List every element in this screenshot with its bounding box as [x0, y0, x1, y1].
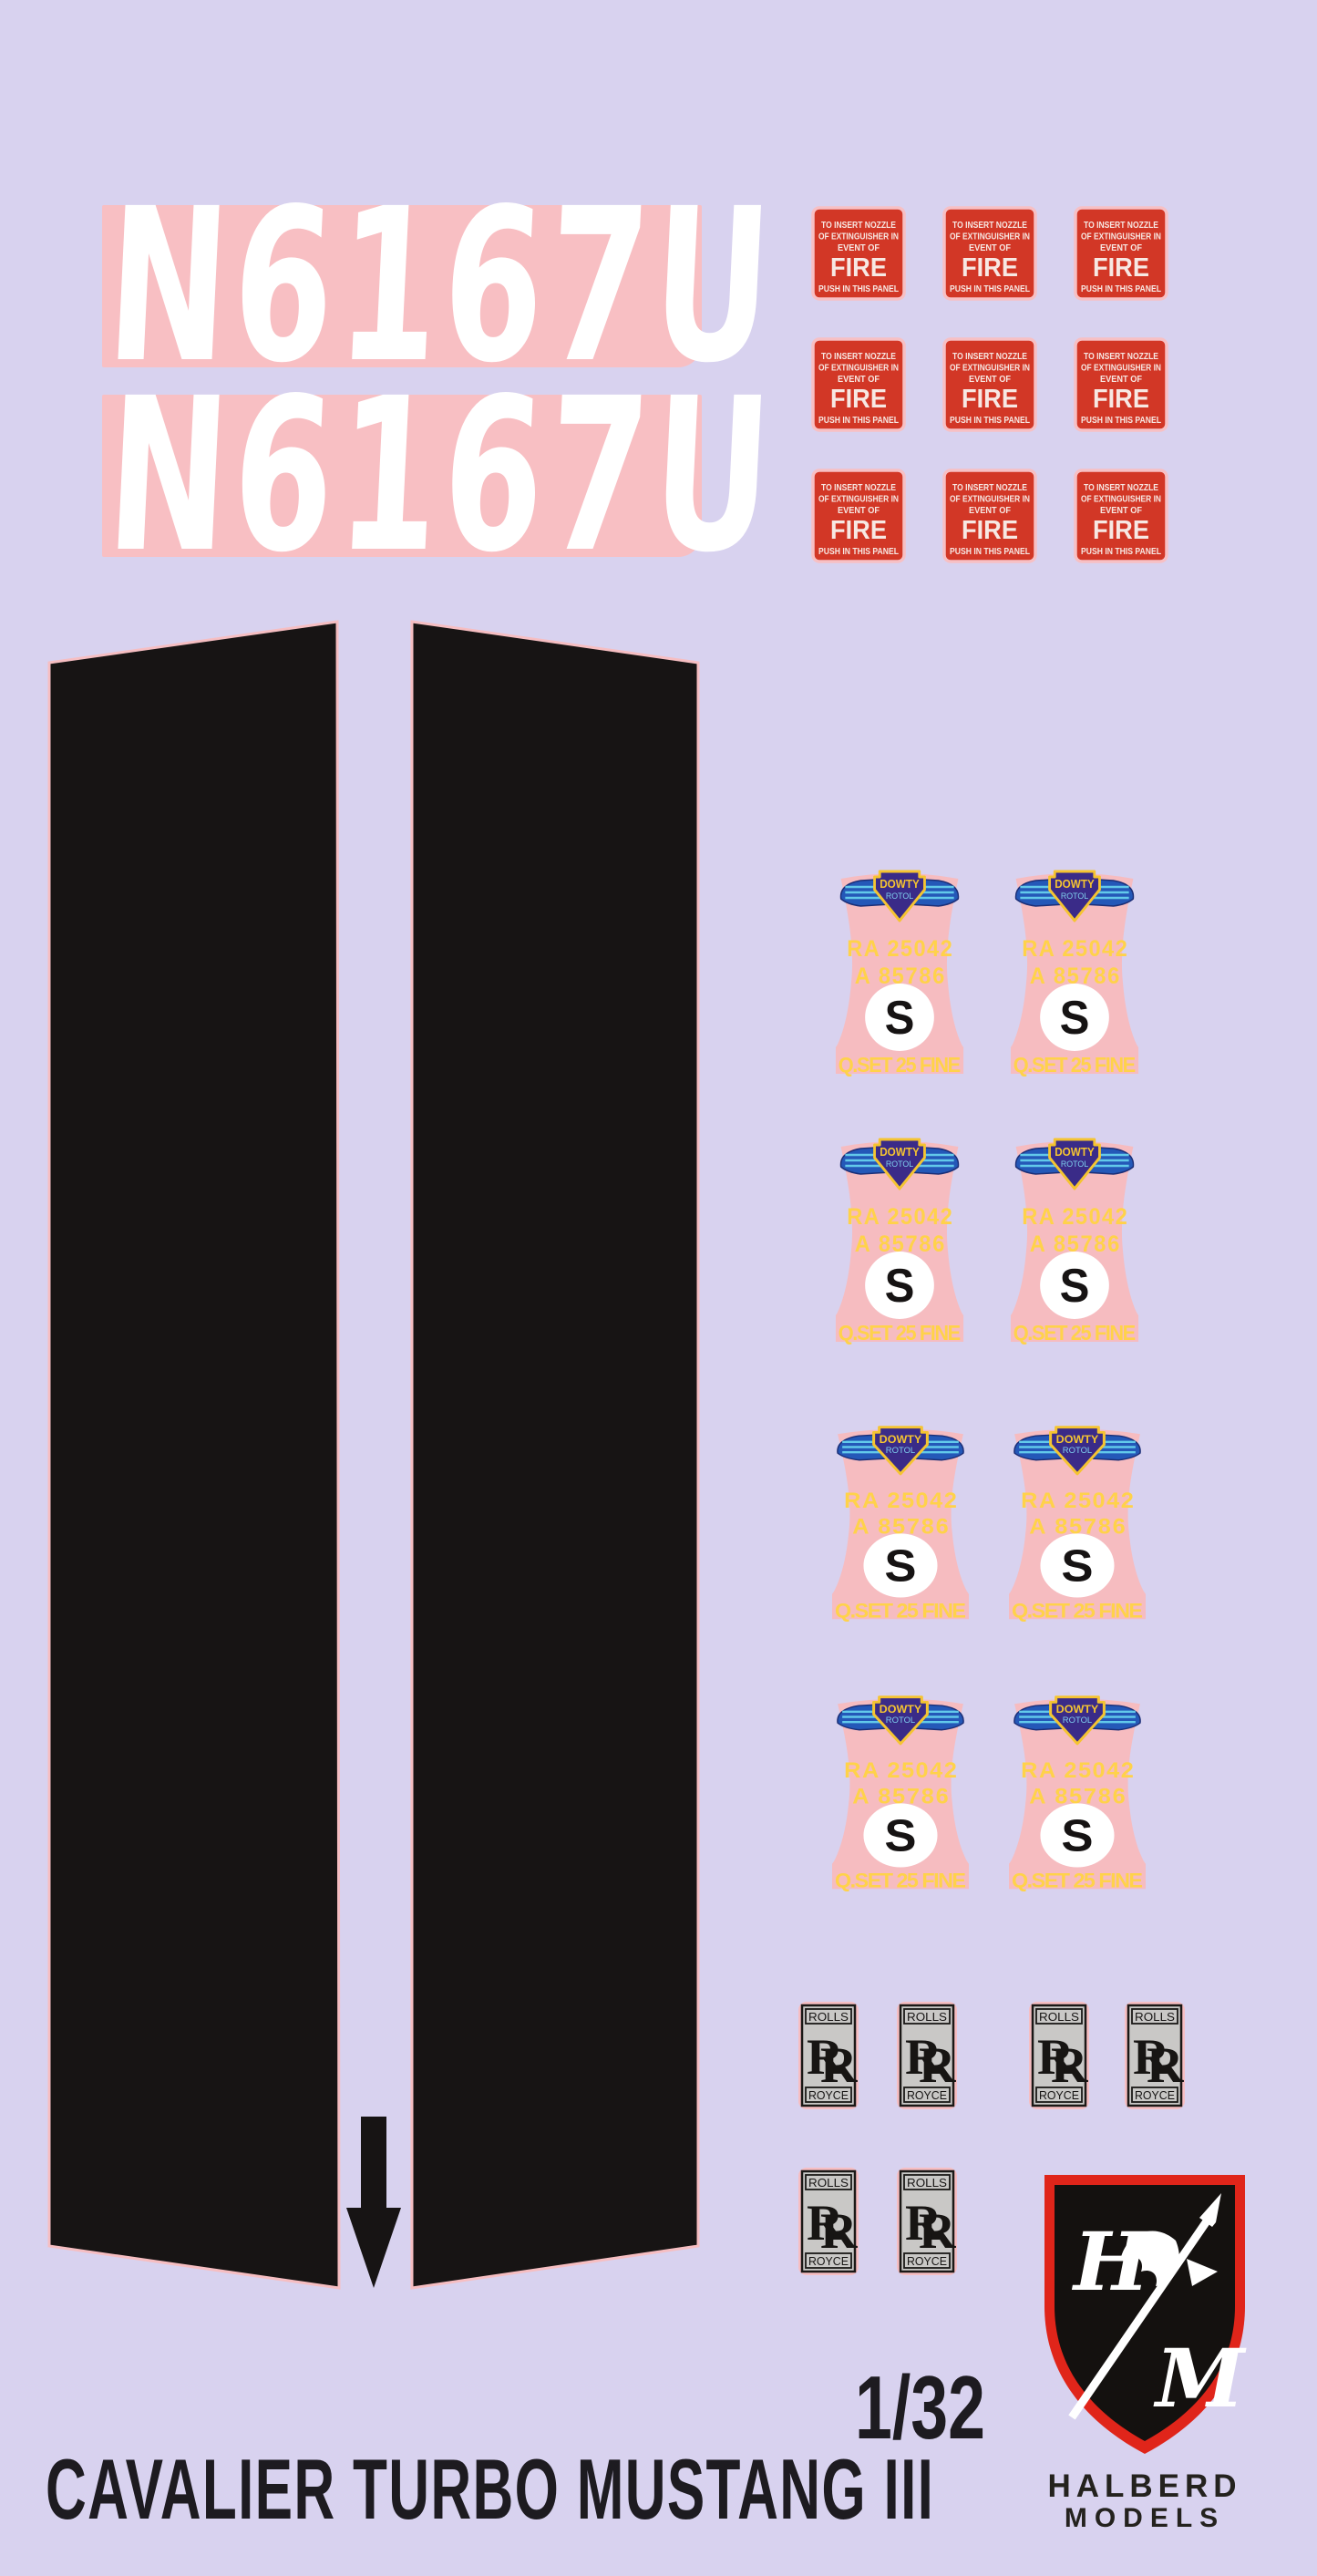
brand-name-line2: MODELS: [1064, 2503, 1226, 2533]
registration-text: N6167U: [102, 163, 782, 409]
fire-panel: [1074, 337, 1168, 432]
fire-panel: [811, 469, 906, 563]
rolls-royce-badge: [1125, 2002, 1185, 2109]
rolls-royce-badge: [798, 2168, 859, 2275]
rolls-royce-badge: [1029, 2002, 1089, 2109]
fire-panel: [811, 206, 906, 301]
fire-panel: [1074, 469, 1168, 563]
fire-panel: [811, 337, 906, 432]
prop-blade-decal: [1008, 1422, 1147, 1623]
shield-monogram-m: M: [1153, 2331, 1247, 2426]
fire-panel: [942, 337, 1037, 432]
rolls-royce-badge: [897, 2002, 957, 2109]
prop-blade-decal: [835, 1134, 964, 1345]
down-arrow-icon: [346, 2117, 401, 2288]
registration-decal: N6167U: [102, 163, 781, 409]
walkway-stripe-left: [47, 620, 341, 2290]
rolls-royce-badge: [798, 2002, 859, 2109]
brand-wordmark: HALBERD MODELS: [1039, 2470, 1250, 2534]
registration-decal: N6167U: [102, 353, 781, 599]
registration-text: N6167U: [102, 353, 782, 599]
prop-blade-decal: [1010, 866, 1139, 1077]
shield-monogram-h: H: [1071, 2214, 1152, 2309]
prop-blade-decal: [1010, 1134, 1139, 1345]
halberd-models-shield: H M: [1044, 2175, 1247, 2454]
fire-panel: [1074, 206, 1168, 301]
prop-blade-decal: [835, 866, 964, 1077]
halberd-icon: [1068, 2193, 1221, 2420]
walkway-stripe-right: [410, 620, 700, 2290]
prop-blade-decal: [831, 1422, 970, 1623]
fire-panel: [942, 206, 1037, 301]
fire-panel: [942, 469, 1037, 563]
prop-blade-decal: [831, 1692, 970, 1892]
brand-name-line1: HALBERD: [1047, 2468, 1242, 2504]
prop-blade-decal: [1008, 1692, 1147, 1892]
sheet-title: CAVALIER TURBO MUSTANG III: [46, 2441, 935, 2537]
rolls-royce-badge: [897, 2168, 957, 2275]
scale-label: 1/32: [855, 2357, 986, 2458]
